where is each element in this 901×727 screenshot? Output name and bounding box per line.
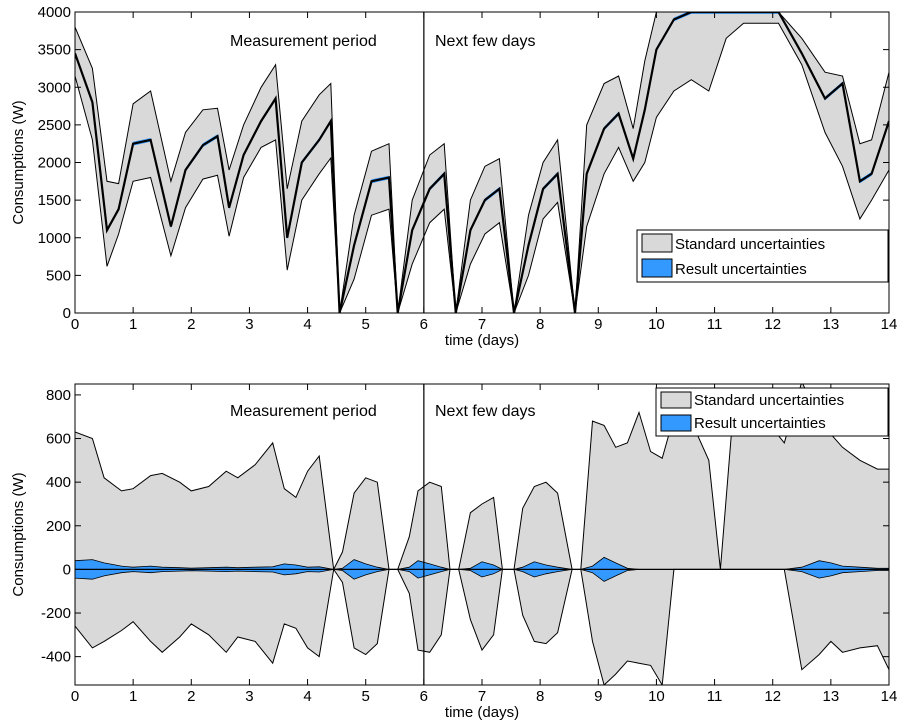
x-tick-label: 2 xyxy=(187,316,195,333)
legend-swatch-standard xyxy=(660,391,692,409)
x-tick-label: 3 xyxy=(245,688,253,705)
plot-area xyxy=(75,12,889,313)
x-tick-label: 1 xyxy=(129,688,137,705)
y-tick-label: 600 xyxy=(46,431,71,448)
y-tick-label: -400 xyxy=(41,649,71,666)
x-tick-label: 10 xyxy=(648,316,665,333)
x-tick-label: 2 xyxy=(187,688,195,705)
x-axis-label: time (days) xyxy=(445,332,519,349)
y-axis-label: Consumptions (W) xyxy=(10,100,27,224)
x-tick-label: 4 xyxy=(303,688,311,705)
y-tick-label: 1000 xyxy=(38,230,71,247)
x-tick-label: 5 xyxy=(362,688,370,705)
legend-label-result: Result uncertainties xyxy=(675,261,807,278)
x-tick-label: 11 xyxy=(707,688,723,705)
legend-box xyxy=(636,229,889,283)
legend-label-standard: Standard uncertainties xyxy=(675,236,825,253)
x-tick-label: 8 xyxy=(536,688,544,705)
y-tick-label: 4000 xyxy=(38,4,71,21)
x-tick-label: 9 xyxy=(594,316,602,333)
x-axis-label: time (days) xyxy=(445,704,519,721)
x-tick-label: 7 xyxy=(478,688,486,705)
legend-box xyxy=(655,387,889,437)
y-tick-label: 0 xyxy=(63,561,71,578)
x-tick-label: 14 xyxy=(881,316,898,333)
x-tick-label: 0 xyxy=(71,688,79,705)
x-tick-label: 7 xyxy=(478,316,486,333)
annotation-next-few-days: Next few days xyxy=(435,33,535,50)
y-tick-label: 3500 xyxy=(38,42,71,59)
y-tick-label: -200 xyxy=(41,605,71,622)
x-tick-label: 3 xyxy=(245,316,253,333)
x-tick-label: 14 xyxy=(881,688,898,705)
x-tick-label: 9 xyxy=(594,688,602,705)
y-tick-label: 3000 xyxy=(38,79,71,96)
x-tick-label: 0 xyxy=(71,316,79,333)
x-tick-label: 8 xyxy=(536,316,544,333)
x-tick-label: 5 xyxy=(362,316,370,333)
y-tick-label: 500 xyxy=(46,267,71,284)
legend-label-standard: Standard uncertainties xyxy=(694,392,844,409)
legend: Standard uncertainties Result uncertainti… xyxy=(636,229,889,283)
y-tick-label: 800 xyxy=(46,387,71,404)
legend-swatch-standard xyxy=(641,233,673,253)
annotation-next-few-days: Next few days xyxy=(435,403,535,420)
x-tick-label: 10 xyxy=(648,688,665,705)
y-tick-label: 400 xyxy=(46,474,71,491)
y-tick-label: 2000 xyxy=(38,155,71,172)
plot-area xyxy=(75,384,889,685)
x-tick-label: 6 xyxy=(420,316,428,333)
standard-uncertainty-band xyxy=(75,12,889,313)
x-tick-label: 6 xyxy=(420,688,428,705)
y-tick-label: 2500 xyxy=(38,117,71,134)
standard-uncertainty-band xyxy=(75,384,889,685)
x-tick-label: 1 xyxy=(129,316,137,333)
legend-swatch-result xyxy=(641,258,673,278)
x-tick-label: 12 xyxy=(764,316,781,333)
x-tick-label: 13 xyxy=(823,688,840,705)
y-tick-label: 200 xyxy=(46,518,71,535)
y-tick-label: 1500 xyxy=(38,192,71,209)
legend-label-result: Result uncertainties xyxy=(694,415,826,432)
x-tick-label: 4 xyxy=(303,316,311,333)
x-tick-label: 11 xyxy=(707,316,723,333)
y-tick-label: 0 xyxy=(63,305,71,322)
x-tick-label: 13 xyxy=(823,316,840,333)
estimated-consumption-line xyxy=(75,12,889,313)
annotation-measurement-period: Measurement period xyxy=(230,33,377,50)
y-axis-label: Consumptions (W) xyxy=(10,472,27,596)
legend: Standard uncertainties Result uncertainti… xyxy=(655,387,889,437)
annotation-measurement-period: Measurement period xyxy=(230,403,377,420)
x-tick-label: 12 xyxy=(764,688,781,705)
legend-swatch-result xyxy=(660,414,692,432)
